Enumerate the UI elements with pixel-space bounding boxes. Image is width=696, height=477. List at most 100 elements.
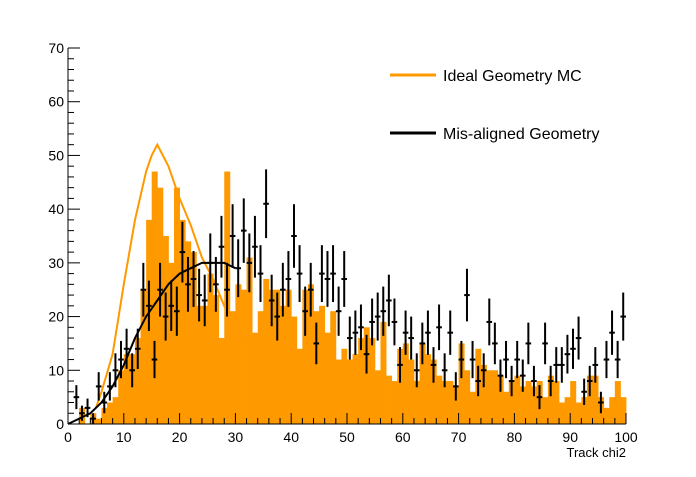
histogram-bar [397, 348, 404, 424]
histogram-bar [402, 343, 409, 424]
fit-curve [94, 142, 248, 409]
y-tick-label: 70 [48, 40, 64, 56]
histogram-bar [268, 289, 275, 424]
histogram-bar [95, 418, 102, 424]
histogram-bar [564, 397, 571, 424]
histogram-bar [274, 289, 281, 424]
histogram-bar [168, 262, 175, 424]
x-tick-label: 30 [228, 429, 244, 445]
x-tick-label: 50 [339, 429, 355, 445]
histogram-bar [436, 375, 443, 424]
x-tick-label: 100 [614, 429, 638, 445]
histogram-bar [503, 391, 510, 424]
histogram-bar [480, 364, 487, 424]
x-tick-label: 80 [507, 429, 523, 445]
histogram-bar [263, 278, 270, 424]
histogram-bar [196, 305, 203, 424]
histogram-bar [257, 311, 264, 424]
legend-label-misaligned: Mis-aligned Geometry [443, 126, 600, 143]
histogram-bar [592, 375, 599, 424]
histogram-bar [419, 343, 426, 424]
histogram-bar [235, 284, 242, 424]
histogram-bar [603, 407, 610, 424]
histogram-bar [134, 338, 141, 424]
histogram-bar [374, 370, 381, 424]
histogram-bar [514, 375, 521, 424]
histogram-bar [447, 381, 454, 424]
histogram-bar [341, 348, 348, 424]
histogram-bar [559, 402, 566, 424]
x-tick-label: 10 [116, 429, 132, 445]
x-tick-label: 90 [562, 429, 578, 445]
histogram-bar [391, 381, 398, 424]
histogram-bar [123, 354, 130, 424]
histogram-bar [620, 397, 627, 424]
histogram-bar [570, 381, 577, 424]
histogram-bar [285, 289, 292, 424]
histogram-bar [553, 381, 560, 424]
histogram-bar [185, 241, 192, 424]
y-tick-label: 20 [48, 309, 64, 325]
y-tick-label: 50 [48, 147, 64, 163]
histogram-bar [201, 305, 208, 424]
histogram-bar [207, 273, 214, 424]
histogram-bar [296, 348, 303, 424]
x-axis-label: Track chi2 [567, 445, 626, 460]
histogram-bar [101, 407, 108, 424]
histogram-bar [291, 316, 298, 424]
histogram-bar [330, 311, 337, 424]
histogram-bar [492, 370, 499, 424]
histogram-bar [458, 343, 465, 424]
histogram-bar [140, 289, 147, 424]
histogram-bar [335, 359, 342, 424]
histogram-bar [252, 332, 259, 424]
y-tick-label: 40 [48, 201, 64, 217]
histogram-bar [218, 338, 225, 424]
x-tick-label: 20 [172, 429, 188, 445]
histogram-bar [358, 338, 365, 424]
histogram-bar [352, 354, 359, 424]
axes: 0 10 20 30 40 50 60 70 80 90 100 0 10 20 30 40 50 60 70 [48, 40, 637, 445]
x-tick-label: 60 [395, 429, 411, 445]
histogram-bar [453, 386, 459, 424]
x-tick-label: 40 [283, 429, 299, 445]
histogram-bar [542, 397, 549, 424]
histogram-bar [179, 219, 186, 424]
histogram-bar [347, 359, 353, 424]
histogram-bar [369, 338, 376, 424]
histogram-bar [380, 321, 387, 424]
histogram-bar [486, 370, 493, 424]
histogram-bar [213, 295, 220, 424]
histogram-bar [609, 397, 616, 424]
histogram-bar [441, 381, 448, 424]
histogram-bar [112, 397, 119, 424]
histogram-bar [118, 370, 125, 424]
y-tick-label: 60 [48, 94, 64, 110]
histogram-bar [508, 381, 515, 424]
histogram-bar [190, 252, 197, 424]
y-tick-label: 0 [56, 416, 64, 432]
legend-label-ideal: Ideal Geometry MC [443, 68, 582, 85]
x-tick-label: 0 [64, 429, 72, 445]
y-tick-label: 10 [48, 362, 64, 378]
histogram-bar [280, 305, 287, 424]
histogram-bar [586, 375, 593, 424]
histogram-bar [408, 359, 415, 424]
histogram-bar [319, 305, 326, 424]
histogram-ideal-geometry [79, 171, 627, 424]
histogram-bar [497, 375, 504, 424]
x-tick-label: 70 [451, 429, 467, 445]
histogram-bar [240, 289, 247, 424]
histogram-bar [302, 289, 309, 424]
histogram-bar [575, 402, 582, 424]
histogram-bar [464, 370, 471, 424]
histogram-bar [313, 311, 320, 424]
histogram-bar [107, 402, 114, 424]
histogram-bar [519, 386, 526, 424]
histogram-bar [425, 354, 432, 424]
histogram-bar [469, 391, 476, 424]
histogram-bar [324, 332, 331, 424]
histogram-bar [413, 381, 420, 424]
